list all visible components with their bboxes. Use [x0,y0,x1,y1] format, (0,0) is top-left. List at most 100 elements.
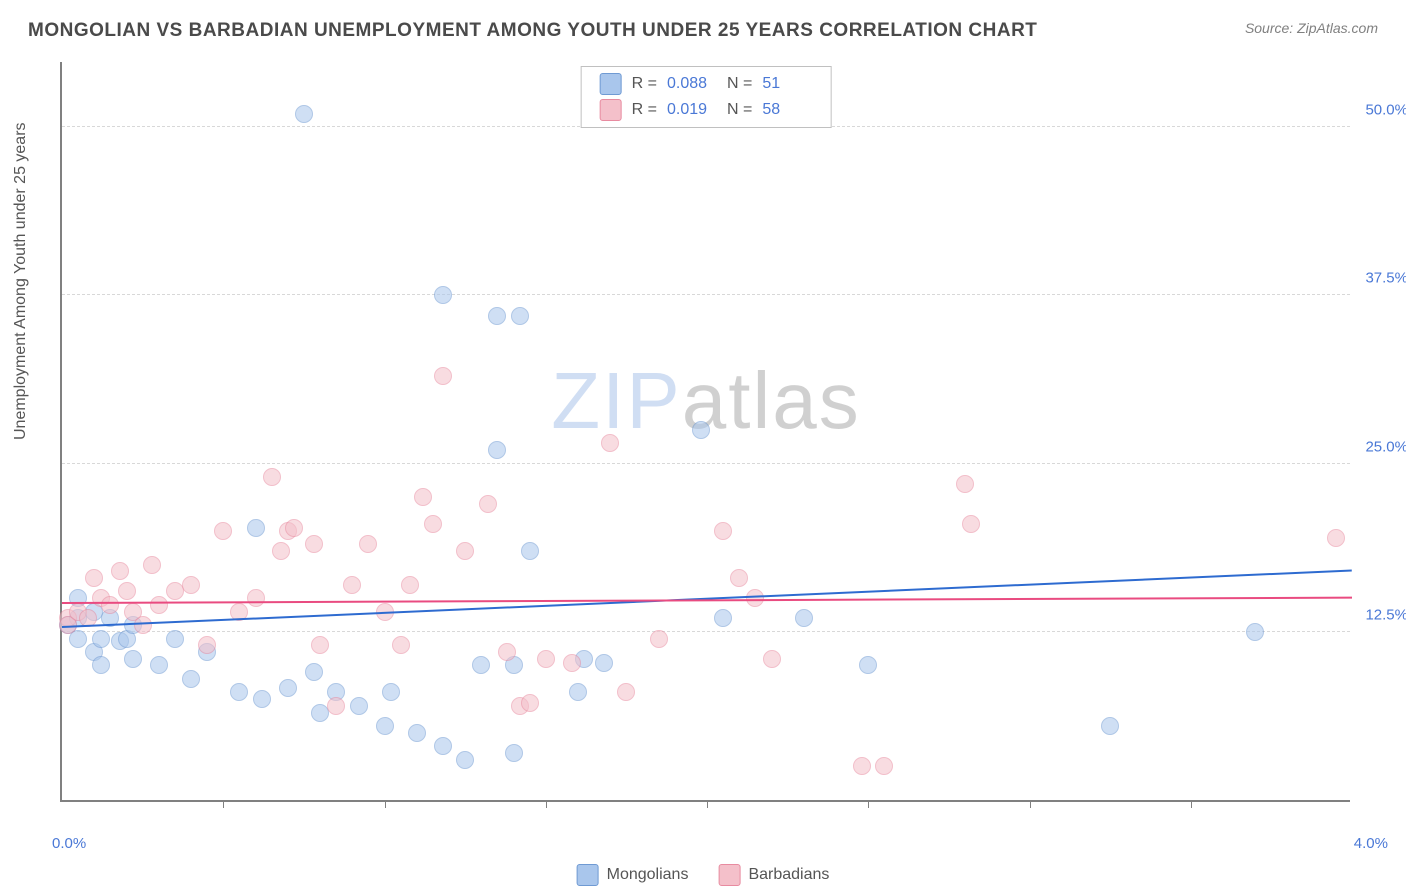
data-point [247,519,265,537]
data-point [1327,529,1345,547]
source-credit: Source: ZipAtlas.com [1245,20,1378,36]
x-tick [385,800,386,808]
data-point [962,515,980,533]
data-point [118,582,136,600]
data-point [1101,717,1119,735]
data-point [692,421,710,439]
data-point [279,679,297,697]
data-point [569,683,587,701]
x-tick [707,800,708,808]
data-point [134,616,152,634]
data-point [263,468,281,486]
swatch-mongolians-icon [577,864,599,886]
data-point [434,286,452,304]
x-max-label: 4.0% [1354,835,1388,852]
x-min-label: 0.0% [52,835,86,852]
gridline [62,631,1350,632]
scatter-plot-area: ZIPatlas R = 0.088 N = 51 R = 0.019 N = … [60,62,1350,802]
data-point [511,307,529,325]
data-point [414,488,432,506]
legend-row-barbadians: R = 0.019 N = 58 [600,97,813,123]
data-point [795,609,813,627]
data-point [150,596,168,614]
data-point [1246,623,1264,641]
legend-item-mongolians: Mongolians [577,864,689,886]
x-tick [1191,800,1192,808]
data-point [230,683,248,701]
data-point [875,757,893,775]
data-point [343,576,361,594]
data-point [111,562,129,580]
data-point [285,519,303,537]
data-point [424,515,442,533]
data-point [214,522,232,540]
legend-item-barbadians: Barbadians [718,864,829,886]
swatch-barbadians [600,99,622,121]
data-point [101,596,119,614]
data-point [479,495,497,513]
x-tick [1030,800,1031,808]
data-point [521,542,539,560]
y-tick-label: 37.5% [1365,270,1406,287]
data-point [311,636,329,654]
data-point [434,367,452,385]
chart-title: MONGOLIAN VS BARBADIAN UNEMPLOYMENT AMON… [28,20,1037,42]
data-point [730,569,748,587]
gridline [62,463,1350,464]
header-bar: MONGOLIAN VS BARBADIAN UNEMPLOYMENT AMON… [0,0,1406,50]
data-point [124,650,142,668]
data-point [166,630,184,648]
data-point [85,569,103,587]
y-tick-label: 25.0% [1365,438,1406,455]
data-point [853,757,871,775]
correlation-legend: R = 0.088 N = 51 R = 0.019 N = 58 [581,66,832,128]
data-point [198,636,216,654]
data-point [456,542,474,560]
data-point [521,694,539,712]
data-point [350,697,368,715]
data-point [505,744,523,762]
gridline [62,294,1350,295]
data-point [498,643,516,661]
data-point [182,670,200,688]
data-point [859,656,877,674]
data-point [488,441,506,459]
data-point [650,630,668,648]
data-point [92,656,110,674]
data-point [456,751,474,769]
data-point [763,650,781,668]
x-tick [223,800,224,808]
data-point [382,683,400,701]
x-tick [868,800,869,808]
data-point [956,475,974,493]
data-point [253,690,271,708]
data-point [472,656,490,674]
data-point [714,522,732,540]
y-tick-label: 50.0% [1365,102,1406,119]
data-point [408,724,426,742]
data-point [488,307,506,325]
data-point [434,737,452,755]
data-point [714,609,732,627]
data-point [376,717,394,735]
data-point [601,434,619,452]
data-point [247,589,265,607]
data-point [305,663,323,681]
data-point [272,542,290,560]
y-axis-label: Unemployment Among Youth under 25 years [12,122,30,440]
x-tick [546,800,547,808]
data-point [327,697,345,715]
data-point [182,576,200,594]
data-point [401,576,419,594]
data-point [143,556,161,574]
data-point [392,636,410,654]
swatch-mongolians [600,73,622,95]
data-point [92,630,110,648]
legend-row-mongolians: R = 0.088 N = 51 [600,71,813,97]
y-tick-label: 12.5% [1365,606,1406,623]
data-point [359,535,377,553]
data-point [295,105,313,123]
data-point [617,683,635,701]
series-legend: Mongolians Barbadians [577,864,830,886]
data-point [150,656,168,674]
